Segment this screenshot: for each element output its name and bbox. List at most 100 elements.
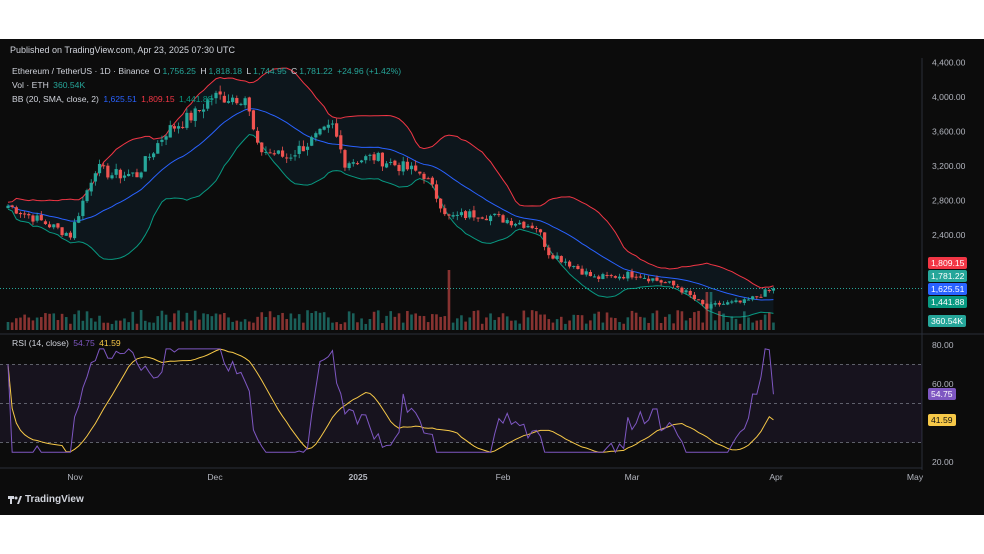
candle-body	[31, 215, 35, 222]
rsi-legend[interactable]: RSI (14, close) 54.75 41.59	[12, 338, 123, 348]
volume-bar	[60, 313, 64, 330]
candle-body	[193, 108, 197, 121]
volume-bar	[372, 311, 376, 330]
candle-body	[563, 261, 568, 263]
candle-body	[397, 164, 401, 172]
candle-body	[763, 289, 767, 297]
candle-body	[106, 165, 110, 178]
candle-body	[139, 172, 143, 178]
candle-body	[289, 157, 293, 159]
bb-label: BB (20, SMA, close, 2)	[12, 94, 99, 104]
price-axis-tick: 2,400.00	[932, 230, 966, 240]
volume-bar	[439, 316, 442, 330]
volume-bar	[497, 317, 501, 330]
volume-bar	[297, 314, 301, 330]
volume-bar	[322, 312, 326, 330]
volume-bar	[368, 319, 372, 330]
volume-bar	[426, 322, 430, 330]
volume-tag: 360.54K	[928, 315, 967, 327]
volume-bar	[164, 314, 168, 330]
volume-bar	[718, 311, 721, 330]
candle-body	[647, 278, 651, 282]
candle-body	[609, 275, 613, 277]
rsi-axis-tick: 60.00	[932, 379, 954, 389]
open-value: 1,756.25	[162, 66, 196, 76]
chart-frame	[0, 39, 984, 515]
volume-bar	[214, 313, 218, 330]
volume-bar	[447, 270, 451, 330]
candle-body	[434, 184, 439, 199]
rsi-label: RSI (14, close)	[12, 338, 69, 348]
candle-body	[285, 157, 289, 159]
volume-bar	[94, 321, 97, 330]
volume-bar	[468, 317, 472, 330]
candle-body	[505, 219, 509, 224]
candle-body	[272, 153, 276, 155]
candle-body	[455, 214, 459, 216]
volume-bar	[114, 320, 118, 330]
symbol-name[interactable]: Ethereum / TetherUS · 1D · Binance	[12, 66, 150, 76]
tradingview-logo[interactable]: TradingView	[8, 494, 84, 505]
volume-bar	[435, 314, 438, 330]
candle-body	[222, 95, 226, 103]
candle-body	[393, 160, 397, 166]
volume-bar	[189, 320, 193, 330]
candle-body	[364, 156, 368, 161]
volume-bar	[559, 316, 563, 330]
volume-bar	[389, 311, 393, 330]
candle-body	[14, 207, 18, 214]
candle-body	[688, 290, 692, 296]
candle-body	[135, 172, 139, 178]
volume-bar	[401, 322, 405, 330]
candle-body	[231, 97, 235, 103]
candle-body	[243, 98, 247, 106]
volume-bar	[247, 321, 251, 330]
volume-bar	[64, 317, 68, 330]
candle-body	[305, 146, 310, 150]
candle-body	[526, 225, 530, 228]
candle-body	[301, 146, 305, 152]
volume-bar	[576, 314, 580, 330]
candle-body	[692, 294, 696, 300]
volume-bar	[618, 322, 621, 330]
candle-body	[72, 222, 77, 239]
bb-legend[interactable]: BB (20, SMA, close, 2) 1,625.51 1,809.15…	[12, 94, 214, 104]
candle-body	[326, 124, 330, 128]
volume-bar	[422, 316, 426, 330]
volume-bar	[202, 313, 205, 330]
candle-body	[439, 198, 443, 209]
price-axis-tick: 2,800.00	[932, 195, 966, 205]
candle-body	[734, 300, 738, 302]
candle-body	[226, 101, 231, 103]
candle-body	[384, 163, 389, 168]
volume-bar	[131, 311, 135, 330]
volume-bar	[597, 311, 601, 330]
symbol-legend[interactable]: Ethereum / TetherUS · 1D · Binance O 1,75…	[12, 66, 403, 76]
candle-body	[730, 301, 734, 303]
candle-body	[143, 156, 147, 172]
volume-bar	[609, 317, 613, 330]
volume-bar	[730, 316, 734, 330]
candle-body	[767, 290, 771, 292]
volume-bar	[643, 317, 646, 330]
volume-bar	[701, 322, 705, 330]
volume-bar	[260, 312, 264, 330]
low-value: 1,744.95	[253, 66, 287, 76]
candle-body	[468, 211, 472, 218]
candle-body	[181, 126, 185, 128]
volume-legend[interactable]: Vol · ETH 360.54K	[12, 80, 87, 90]
volume-bar	[555, 319, 559, 330]
volume-bar	[406, 310, 409, 330]
volume-bar	[518, 323, 521, 330]
volume-bar	[580, 315, 584, 330]
bollinger-lower-line	[7, 133, 774, 318]
time-axis-tick: Dec	[207, 472, 223, 482]
volume-label: Vol · ETH	[12, 80, 49, 90]
price-axis-tick: 3,600.00	[932, 126, 966, 136]
volume-bar	[69, 323, 72, 330]
candle-body	[314, 133, 318, 138]
candle-body	[447, 214, 451, 216]
candle-body	[738, 300, 742, 303]
candle-body	[280, 150, 285, 157]
